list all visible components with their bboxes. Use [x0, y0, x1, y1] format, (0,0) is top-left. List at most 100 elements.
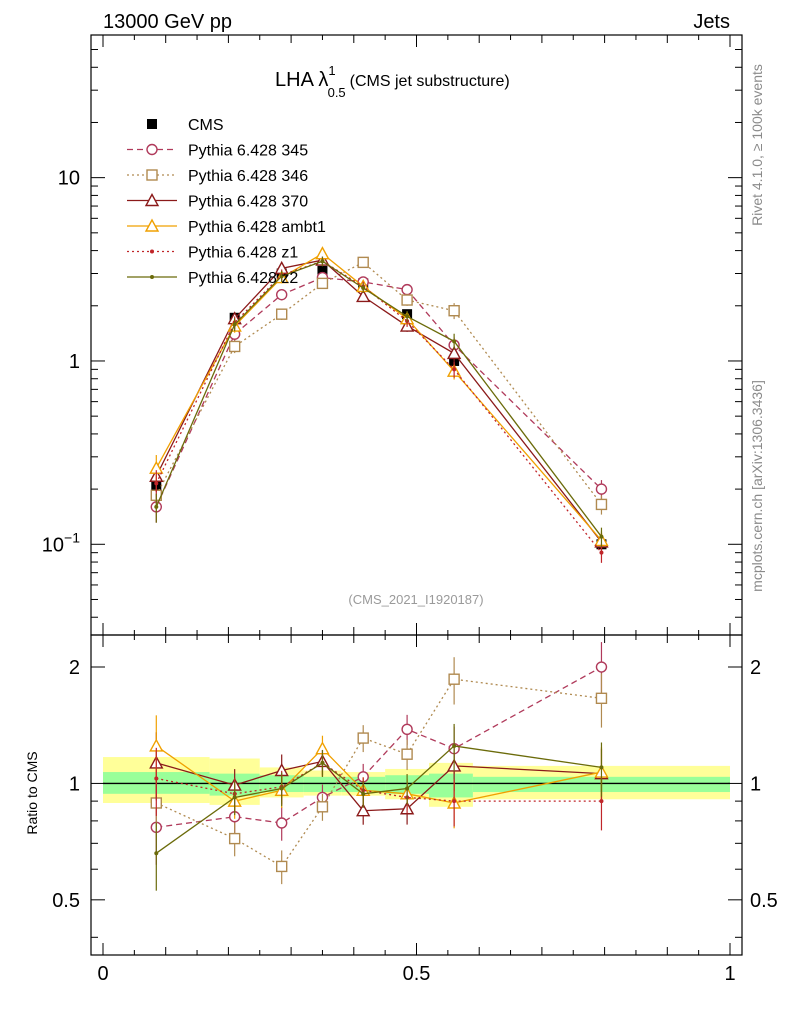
data-point: [401, 748, 413, 760]
x-tick-label: 0: [97, 963, 108, 985]
y-tick-label-main: 10−1: [42, 529, 80, 556]
series-line: [155, 745, 602, 804]
data-point: [448, 673, 460, 685]
series-line: [155, 260, 602, 554]
data-point: [357, 256, 369, 269]
data-point: [356, 803, 371, 817]
data-point: [361, 791, 366, 796]
data-point: [275, 817, 288, 829]
data-point: [361, 286, 366, 291]
data-point: [154, 776, 159, 781]
series-line: [156, 760, 602, 812]
data-point: [401, 283, 413, 296]
data-point: [316, 801, 329, 813]
legend-entry: Pythia 6.428 ambt1: [127, 218, 326, 236]
data-point: [357, 732, 369, 744]
data-point: [599, 799, 604, 804]
series-pythia-6-428-346: [150, 256, 608, 515]
plot-title: LHA λ1 0.5 (CMS jet substructure): [275, 63, 510, 100]
data-point: [595, 498, 608, 511]
series-line: [155, 252, 602, 541]
data-point: [446, 345, 462, 360]
legend-marker: [144, 218, 160, 232]
data-point: [595, 661, 608, 673]
legend-label: Pythia 6.428 370: [188, 194, 308, 211]
data-point: [228, 340, 241, 353]
data-point: [452, 799, 457, 804]
series-pythia-6-428-345: [150, 642, 608, 865]
data-point: [595, 483, 608, 495]
series-line: [155, 745, 602, 854]
ratio-y-axis-label: Ratio to CMS: [24, 751, 40, 834]
y-tick-label-ratio-right: 0.5: [750, 890, 778, 912]
data-point: [401, 723, 413, 736]
y-tick-label-ratio-left: 1: [69, 773, 80, 795]
x-tick-label: 1: [724, 963, 735, 985]
series-line: [155, 260, 602, 538]
series-pythia-6-428-z2: [154, 256, 604, 547]
data-point: [275, 860, 288, 873]
legend-marker: [150, 249, 154, 254]
legend-marker: [147, 119, 157, 129]
axis-ticks: [91, 34, 742, 955]
legend-label: Pythia 6.428 345: [188, 143, 308, 160]
y-tick-label-main: 10: [58, 168, 80, 190]
data-point: [320, 259, 325, 264]
data-point: [154, 481, 159, 486]
legend-marker: [150, 275, 154, 279]
mcplots-source-label: mcplots.cern.ch [arXiv:1306.3436]: [749, 380, 765, 592]
legend-marker: [144, 193, 160, 207]
data-point: [316, 277, 329, 290]
series-line: [156, 678, 602, 868]
legend-marker: [146, 143, 158, 156]
data-point: [595, 692, 608, 705]
header-process-label: Jets: [693, 11, 730, 33]
data-point: [275, 288, 288, 301]
series-line: [155, 259, 602, 543]
y-tick-label-ratio-right: 2: [750, 657, 761, 679]
data-point: [279, 786, 284, 791]
legend-label: Pythia 6.428 346: [188, 168, 308, 185]
series-pythia-6-428-z1: [154, 256, 604, 563]
data-point: [275, 308, 288, 320]
legend-label: Pythia 6.428 ambt1: [188, 219, 326, 236]
legend-entry: Pythia 6.428 z2: [127, 270, 298, 287]
data-point: [154, 504, 159, 509]
data-point: [405, 786, 410, 791]
data-point: [405, 314, 410, 319]
legend-entry: Pythia 6.428 370: [127, 193, 308, 211]
legend-entry: Pythia 6.428 345: [127, 143, 308, 160]
data-point: [154, 851, 159, 856]
data-point: [228, 832, 241, 845]
plot-title-sub: 0.5: [328, 85, 346, 100]
data-point: [320, 760, 325, 765]
data-point: [279, 274, 284, 279]
data-point: [599, 550, 604, 555]
data-point: [232, 795, 237, 800]
legend-marker: [146, 169, 158, 181]
y-tick-label-ratio-left: 2: [69, 657, 80, 679]
data-point: [448, 305, 460, 317]
y-tick-label-ratio-right: 1: [750, 773, 761, 795]
series-pythia-6-428-ambt1: [149, 246, 609, 551]
data-point: [356, 288, 371, 303]
plot-title-suffix: (CMS jet substructure): [350, 73, 510, 90]
y-tick-label-ratio-left: 0.5: [52, 890, 80, 912]
series-line: [155, 276, 602, 508]
y-tick-label-main: 1: [69, 351, 80, 373]
series-layer: [149, 246, 609, 891]
rivet-version-label: Rivet 4.1.0, ≥ 100k events: [749, 64, 765, 226]
axis-tick-labels: 0 0.5 1 10−1 1 10 0.5 0.5 1 1 2 2: [42, 168, 778, 985]
data-point: [401, 294, 413, 306]
analysis-tag: (CMS_2021_I1920187): [348, 592, 483, 607]
data-point: [599, 534, 604, 539]
data-point: [317, 265, 328, 276]
cms-band-green: [429, 773, 473, 798]
legend-label: CMS: [188, 117, 224, 134]
data-point: [232, 322, 237, 327]
legend-label: Pythia 6.428 z2: [188, 270, 298, 287]
series-cms: [151, 265, 607, 550]
legend: CMS Pythia 6.428 345 Pythia 6.428 346 Pythi…: [127, 117, 326, 287]
header-collision-label: 13000 GeV pp: [103, 11, 232, 33]
